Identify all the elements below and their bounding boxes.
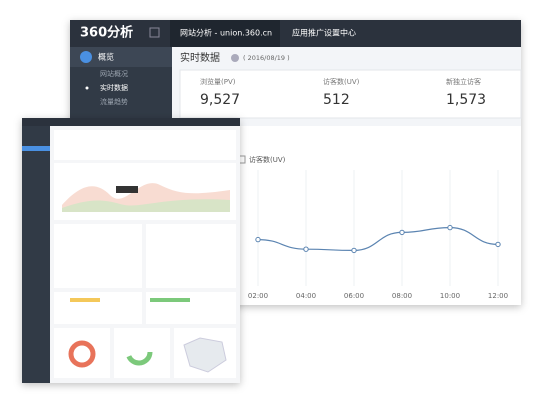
site-selector[interactable]: 网站分析 - union.360.cn bbox=[180, 28, 272, 38]
sidebar-section-bg bbox=[70, 47, 172, 67]
uv-point bbox=[255, 236, 261, 243]
x-tick-label: 04:00 bbox=[296, 292, 316, 300]
legend-label: 访客数(UV) bbox=[249, 155, 286, 164]
uv-point bbox=[447, 224, 453, 231]
mini-panel bbox=[146, 224, 236, 288]
uv-line bbox=[257, 226, 499, 252]
x-tick-label: 06:00 bbox=[344, 292, 364, 300]
help-icon bbox=[231, 54, 239, 62]
mini-panel bbox=[146, 292, 236, 324]
sidebar-item[interactable]: 实时数据 bbox=[100, 83, 128, 92]
icon bbox=[149, 27, 160, 38]
x-tick-label: 10:00 bbox=[440, 292, 460, 300]
mini-panel bbox=[114, 328, 170, 378]
x-tick-label: 08:00 bbox=[392, 292, 412, 300]
uv-point bbox=[303, 246, 309, 252]
mini-panel bbox=[54, 292, 142, 324]
sidebar-section[interactable]: 概览 bbox=[98, 52, 114, 62]
logo: 360分析 bbox=[80, 25, 133, 41]
mini-top-bar bbox=[22, 118, 240, 126]
mini-area bbox=[62, 199, 230, 212]
mini-panel bbox=[54, 224, 142, 288]
stat-value: 9,527 bbox=[200, 92, 240, 108]
uv-point bbox=[399, 229, 405, 236]
stat-label: 浏览量(PV) bbox=[200, 77, 236, 86]
stat-label: 新独立访客 bbox=[446, 77, 481, 86]
site-selector-bg bbox=[170, 20, 280, 47]
mini-active bbox=[22, 146, 50, 151]
mini-bar bbox=[70, 298, 100, 302]
mini-table bbox=[54, 130, 236, 160]
stat-label: 访客数(UV) bbox=[323, 77, 360, 86]
stat-value: 512 bbox=[323, 92, 350, 108]
mini-donut bbox=[125, 338, 153, 366]
sidebar-item[interactable]: 流量趋势 bbox=[100, 97, 128, 106]
uv-point bbox=[351, 247, 357, 254]
stats-card bbox=[179, 69, 522, 119]
mini-panel bbox=[54, 328, 110, 378]
section-icon bbox=[80, 51, 92, 63]
sidebar-item[interactable]: 网站概况 bbox=[100, 69, 128, 78]
uv-point bbox=[495, 241, 501, 248]
active-dot bbox=[85, 86, 89, 90]
front-window bbox=[22, 118, 240, 383]
x-tick-label: 12:00 bbox=[488, 292, 508, 300]
x-tick-label: 02:00 bbox=[248, 292, 268, 300]
mini-sidebar bbox=[22, 126, 50, 383]
mini-donut bbox=[68, 340, 96, 368]
mini-bar bbox=[150, 298, 190, 302]
page-title: 实时数据 bbox=[180, 51, 220, 64]
mini-map bbox=[183, 337, 227, 373]
mini-tooltip bbox=[116, 186, 138, 193]
stat-value: 1,573 bbox=[446, 92, 486, 108]
menu-item[interactable]: 应用推广 bbox=[292, 28, 324, 38]
menu-item[interactable]: 设置中心 bbox=[324, 28, 356, 38]
page-date: ( 2016/08/19 ) bbox=[243, 54, 290, 62]
top-bar bbox=[70, 20, 521, 47]
